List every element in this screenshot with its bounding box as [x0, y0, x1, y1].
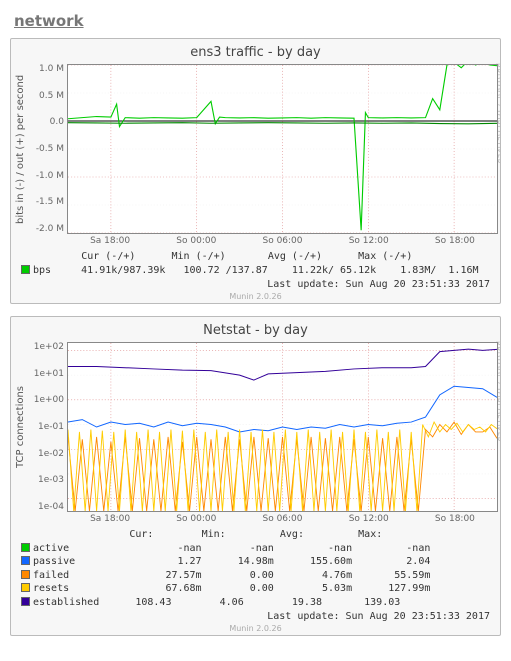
traffic-ylabel: bits in (-) / out (+) per second: [13, 64, 29, 234]
netstat-last-update: Last update: Sun Aug 20 23:51:33 2017: [13, 611, 490, 622]
netstat-chart-title: Netstat - by day: [13, 323, 498, 338]
traffic-plot-area: [67, 64, 498, 234]
traffic-legend: Cur (-/+) Min (-/+) Avg (-/+) Max (-/+) …: [21, 250, 498, 277]
netstat-chart-panel: RRDTOOL / TOBI OETIKER Netstat - by day …: [10, 316, 501, 636]
traffic-chart-title: ens3 traffic - by day: [13, 45, 498, 60]
traffic-chart-panel: RRDTOOL / TOBI OETIKER ens3 traffic - by…: [10, 38, 501, 304]
section-title: network: [14, 12, 501, 30]
traffic-last-update: Last update: Sun Aug 20 23:51:33 2017: [13, 279, 490, 290]
netstat-plot-area: [67, 342, 498, 512]
munin-credit: Munin 2.0.26: [13, 292, 498, 301]
netstat-yticks: 1e+021e+011e+001e-011e-021e-031e-04: [29, 342, 67, 512]
traffic-yticks: 1.0 M0.5 M0.0-0.5 M-1.0 M-1.5 M-2.0 M: [29, 64, 67, 234]
netstat-legend: Cur: Min: Avg: Max: active -nan -nan -na…: [21, 528, 498, 609]
traffic-xticks: Sa 18:00So 00:00So 06:00So 12:00So 18:00: [67, 236, 498, 246]
netstat-xticks: Sa 18:00So 00:00So 06:00So 12:00So 18:00: [67, 514, 498, 524]
munin-credit: Munin 2.0.26: [13, 624, 498, 633]
netstat-ylabel: TCP connections: [13, 342, 29, 512]
